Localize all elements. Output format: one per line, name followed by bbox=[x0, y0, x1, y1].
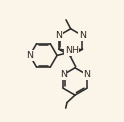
Text: N: N bbox=[83, 70, 90, 79]
Text: N: N bbox=[60, 70, 67, 79]
Text: N: N bbox=[55, 31, 62, 40]
Text: N: N bbox=[79, 31, 86, 40]
Text: N: N bbox=[26, 51, 33, 60]
Text: NH: NH bbox=[65, 46, 79, 55]
